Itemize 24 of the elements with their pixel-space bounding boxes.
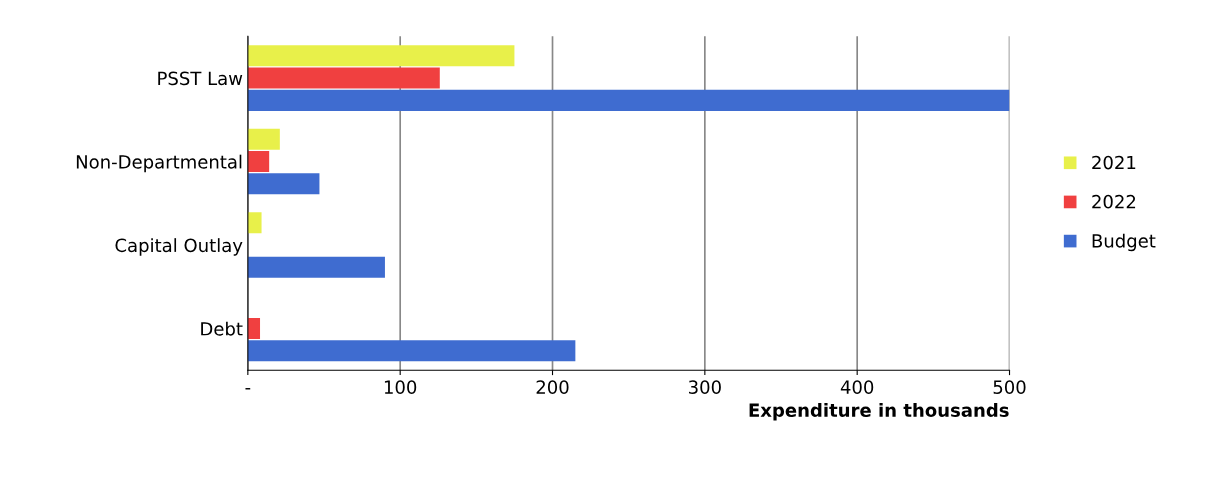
bar [247, 256, 385, 278]
y-tick-label: Debt [201, 321, 243, 336]
y-tick-label: Non-Departmental [76, 154, 242, 173]
bar [247, 89, 1010, 111]
x-tick-label: - [245, 388, 251, 390]
bar [247, 45, 515, 67]
x-axis-title: Expenditure in thousands [749, 403, 1009, 421]
legend-label: 2021 [1092, 155, 1136, 170]
legend-label: 2022 [1092, 194, 1136, 209]
x-tick-label: 100 [384, 380, 417, 394]
bar [247, 340, 576, 362]
bar [247, 317, 261, 340]
y-tick-label: Capital Outlay [115, 238, 243, 256]
x-tick-label: 200 [536, 380, 569, 394]
bar [247, 128, 280, 150]
bar [247, 150, 270, 173]
x-tick-label: 300 [688, 380, 721, 394]
legend-label: Budget [1092, 233, 1156, 252]
bar [247, 173, 320, 195]
bar [247, 67, 440, 89]
y-tick-label: PSST Law [158, 71, 243, 86]
x-tick-label: 500 [993, 380, 1026, 394]
bar [247, 212, 262, 234]
x-tick-label: 400 [840, 380, 874, 394]
